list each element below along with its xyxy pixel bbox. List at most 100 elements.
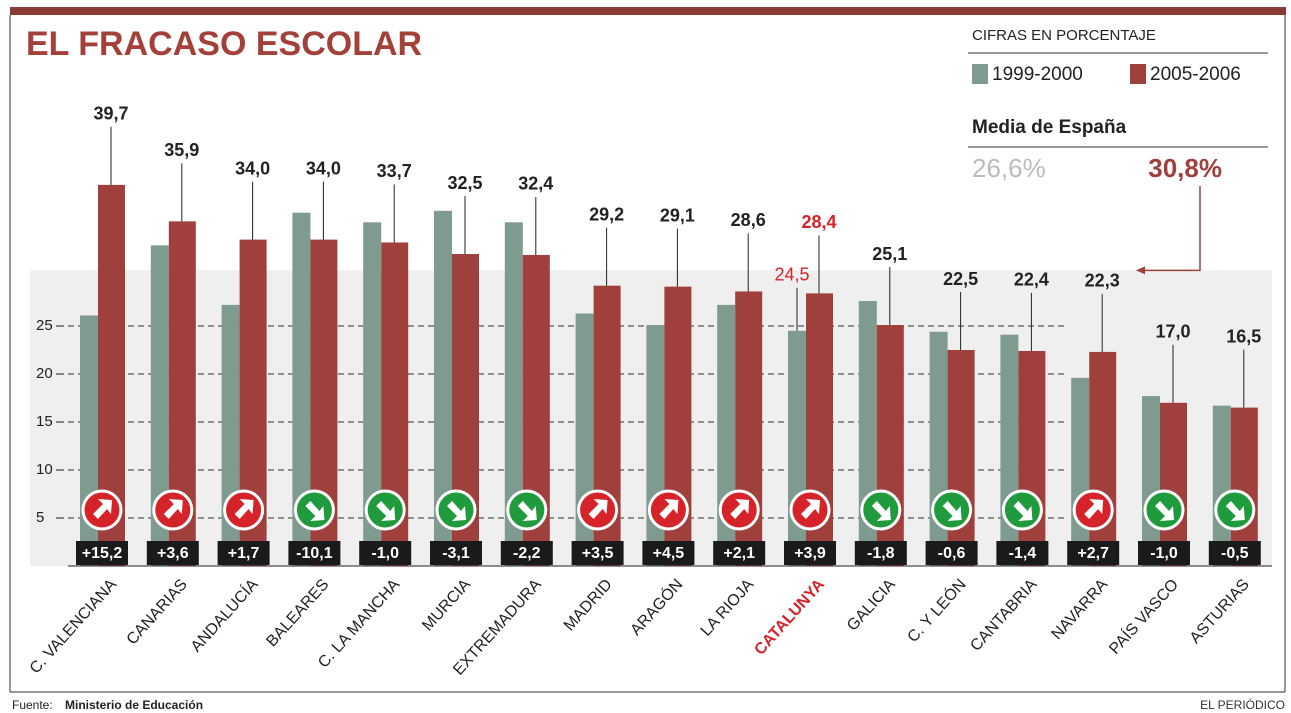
bar [434,210,452,567]
change-label: -2,2 [513,545,541,562]
mean-value: 30,8% [1148,153,1222,183]
x-tick-label: C. Y LEÓN [903,575,970,646]
change-label: -1,0 [371,545,399,562]
change-box [571,541,624,565]
value-label: 22,4 [1014,270,1049,290]
value-label: 34,0 [306,158,341,178]
mean-arrow [1142,186,1201,272]
y-tick-label: 20 [36,365,53,382]
value-label: 16,5 [1226,326,1261,346]
credit: EL PERIÓDICO [1200,697,1285,712]
bar [292,212,311,566]
value-label: 22,3 [1085,271,1120,291]
bar [504,222,523,566]
change-label: -0,5 [1221,545,1249,562]
x-tick-label: MURCIA [419,576,474,635]
change-label: -10,1 [296,545,333,562]
x-tick-label: CANARIAS [124,576,191,648]
y-tick-label: 5 [36,509,44,526]
legend-swatch [972,64,988,84]
change-arrow [163,499,183,519]
bar [788,330,806,566]
value-label: 28,4 [801,212,836,232]
x-tick-label: LA RIOJA [698,576,758,640]
change-arrow [1225,501,1245,521]
change-box [288,541,341,565]
change-arrow [517,501,537,521]
mean-title: Media de España [972,117,1127,138]
x-tick-label: CANTABRIA [967,576,1040,655]
value-label: 34,0 [235,158,270,178]
x-tick-label: ASTURIAS [1187,576,1253,647]
value-label: 32,4 [518,174,553,194]
change-box [430,541,482,565]
y-tick-label: 15 [36,413,53,430]
value-label: 24,5 [774,265,809,285]
y-tick-label: 25 [36,317,53,334]
x-tick-label: GALICIA [844,576,899,635]
change-arrow [942,501,962,521]
bar [1071,377,1090,566]
change-box [217,541,270,565]
x-tick-label: NAVARRA [1048,576,1111,643]
bar [929,331,948,566]
top-band [10,7,1286,15]
change-label: +4,5 [653,545,685,562]
bar [1230,407,1258,566]
bar [363,222,382,566]
change-arrow [234,499,254,519]
change-label: +1,7 [228,545,260,562]
x-tick-label: ARAGÓN [626,575,687,639]
change-arrow [1013,501,1033,521]
change-box [76,541,128,565]
change-label: +2,1 [723,545,755,562]
value-label: 17,0 [1155,322,1190,342]
change-label: +3,6 [157,545,189,562]
value-label: 29,1 [660,205,695,225]
change-label: -1,0 [1150,545,1178,562]
change-label: -1,8 [867,545,895,562]
bar [1089,351,1117,566]
value-label: 22,5 [943,269,978,289]
change-box [359,541,412,565]
change-arrow [1084,499,1104,519]
change-arrow [447,501,466,521]
x-tick-label: ANDALUCÍA [186,575,262,656]
mean-arrow-head [1136,266,1145,275]
change-label: -3,1 [442,545,470,562]
change-label: +2,7 [1077,545,1109,562]
bar [1018,350,1046,566]
change-label: -1,4 [1009,545,1037,562]
mean-value: 26,6% [972,153,1046,183]
change-arrow [588,499,608,519]
x-tick-label: MADRID [561,576,616,634]
change-label: -0,6 [938,545,966,562]
change-label: +3,5 [582,545,614,562]
x-tick-label: C. VALENCIANA [27,576,121,677]
change-label: +3,9 [794,545,826,562]
bar [1000,334,1019,566]
change-box [642,541,695,565]
change-box [146,541,199,565]
change-box [713,541,766,565]
change-box [1138,541,1190,565]
value-label: 29,2 [589,204,624,224]
subtitle: CIFRAS EN PORCENTAJE [972,27,1156,44]
change-arrow [376,501,396,521]
legend-swatch [1130,64,1146,84]
change-box [1067,541,1120,565]
x-tick-label: PAÍS VASCO [1105,575,1182,658]
bar [1160,402,1187,566]
change-arrow [305,501,325,521]
change-box [996,541,1049,565]
change-arrow [1155,501,1174,521]
value-label: 25,1 [872,244,907,264]
chart-title: EL FRACASO ESCOLAR [26,25,422,63]
legend-label: 1999-2000 [992,64,1083,85]
change-box [784,541,836,565]
bar [947,350,975,566]
change-arrow [801,499,820,519]
change-arrow [871,501,891,521]
bar [150,245,169,567]
